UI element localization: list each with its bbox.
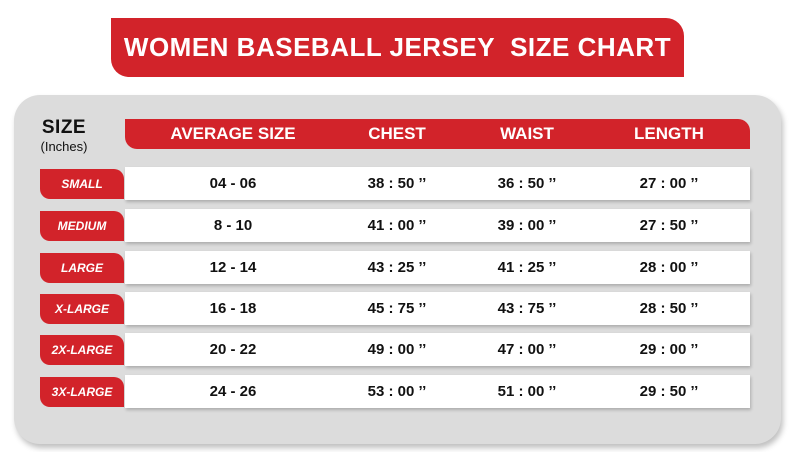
cell-waist: 41 : 25 ’’ xyxy=(497,259,557,276)
cell-length: 27 : 00 ’’ xyxy=(639,175,699,192)
chart-title: WOMEN BASEBALL JERSEY SIZE CHART xyxy=(111,18,684,77)
table-row: 16 - 18 45 : 75 ’’ 43 : 75 ’’ 28 : 50 ’’ xyxy=(125,292,750,325)
table-row: 12 - 14 43 : 25 ’’ 41 : 25 ’’ 28 : 00 ’’ xyxy=(125,251,750,284)
size-label-large: LARGE xyxy=(40,253,124,283)
table-row: 8 - 10 41 : 00 ’’ 39 : 00 ’’ 27 : 50 ’’ xyxy=(125,209,750,242)
size-label-small: SMALL xyxy=(40,169,124,199)
cell-average-size: 04 - 06 xyxy=(209,175,257,192)
cell-average-size: 12 - 14 xyxy=(209,259,257,276)
cell-length: 27 : 50 ’’ xyxy=(639,217,699,234)
cell-length: 28 : 50 ’’ xyxy=(639,300,699,317)
cell-chest: 49 : 00 ’’ xyxy=(367,341,427,358)
cell-length: 28 : 00 ’’ xyxy=(639,259,699,276)
cell-average-size: 8 - 10 xyxy=(213,217,253,234)
cell-chest: 38 : 50 ’’ xyxy=(367,175,427,192)
table-row: 04 - 06 38 : 50 ’’ 36 : 50 ’’ 27 : 00 ’’ xyxy=(125,167,750,200)
column-header-average-size: AVERAGE SIZE xyxy=(170,124,296,143)
size-label-3x-large: 3X-LARGE xyxy=(40,377,124,407)
cell-average-size: 16 - 18 xyxy=(209,300,257,317)
cell-waist: 51 : 00 ’’ xyxy=(497,383,557,400)
column-header-chest: CHEST xyxy=(368,124,426,143)
cell-length: 29 : 00 ’’ xyxy=(639,341,699,358)
table-header-bar: AVERAGE SIZE CHEST WAIST LENGTH xyxy=(125,119,750,149)
column-header-waist: WAIST xyxy=(500,124,554,143)
size-label-2x-large: 2X-LARGE xyxy=(40,335,124,365)
size-label-medium: MEDIUM xyxy=(40,211,124,241)
size-header-title: SIZE xyxy=(41,117,87,138)
size-column-header: SIZE (Inches) xyxy=(14,118,114,156)
cell-waist: 47 : 00 ’’ xyxy=(497,341,557,358)
cell-chest: 45 : 75 ’’ xyxy=(367,300,427,317)
cell-waist: 43 : 75 ’’ xyxy=(497,300,557,317)
cell-waist: 39 : 00 ’’ xyxy=(497,217,557,234)
cell-chest: 41 : 00 ’’ xyxy=(367,217,427,234)
cell-average-size: 24 - 26 xyxy=(209,383,257,400)
cell-waist: 36 : 50 ’’ xyxy=(497,175,557,192)
column-header-length: LENGTH xyxy=(634,124,704,143)
table-row: 20 - 22 49 : 00 ’’ 47 : 00 ’’ 29 : 00 ’’ xyxy=(125,333,750,366)
cell-chest: 53 : 00 ’’ xyxy=(367,383,427,400)
size-label-x-large: X-LARGE xyxy=(40,294,124,324)
cell-chest: 43 : 25 ’’ xyxy=(367,259,427,276)
size-header-unit: (Inches) xyxy=(40,139,88,154)
table-row: 24 - 26 53 : 00 ’’ 51 : 00 ’’ 29 : 50 ’’ xyxy=(125,375,750,408)
cell-average-size: 20 - 22 xyxy=(209,341,257,358)
cell-length: 29 : 50 ’’ xyxy=(639,383,699,400)
